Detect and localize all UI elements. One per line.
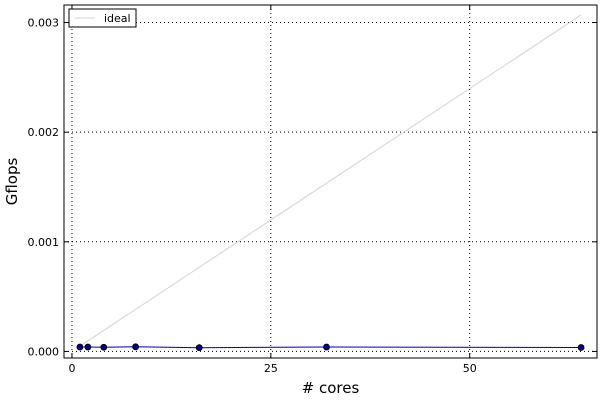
x-axis-title: # cores [302, 379, 360, 397]
x-tick-label: 0 [68, 362, 75, 375]
data-point [84, 343, 92, 351]
plot-area [63, 4, 598, 359]
y-tick-label: 0.003 [28, 17, 60, 30]
data-point [323, 343, 330, 351]
grid [64, 5, 597, 358]
y-tick-label: 0.001 [28, 236, 60, 249]
data-point [577, 344, 585, 351]
y-axis-title: Gflops [3, 158, 21, 206]
x-tick-label: 50 [463, 362, 477, 375]
x-tick-label: 25 [264, 362, 278, 375]
ideal-series-line [79, 14, 582, 347]
series-layer [76, 14, 585, 352]
data-point [76, 343, 84, 351]
legend-label-ideal: ideal [104, 12, 131, 25]
y-tick-label: 0.000 [28, 345, 60, 358]
y-tick-label: 0.002 [28, 126, 60, 139]
data-point [132, 343, 139, 351]
data-point [100, 343, 108, 351]
data-point [195, 344, 203, 352]
legend-box [68, 8, 137, 28]
measured-series-line [79, 346, 582, 349]
legend: ideal [68, 8, 137, 28]
ticks: 0 25 50 0.000 0.001 0.002 0.003 [28, 5, 597, 375]
